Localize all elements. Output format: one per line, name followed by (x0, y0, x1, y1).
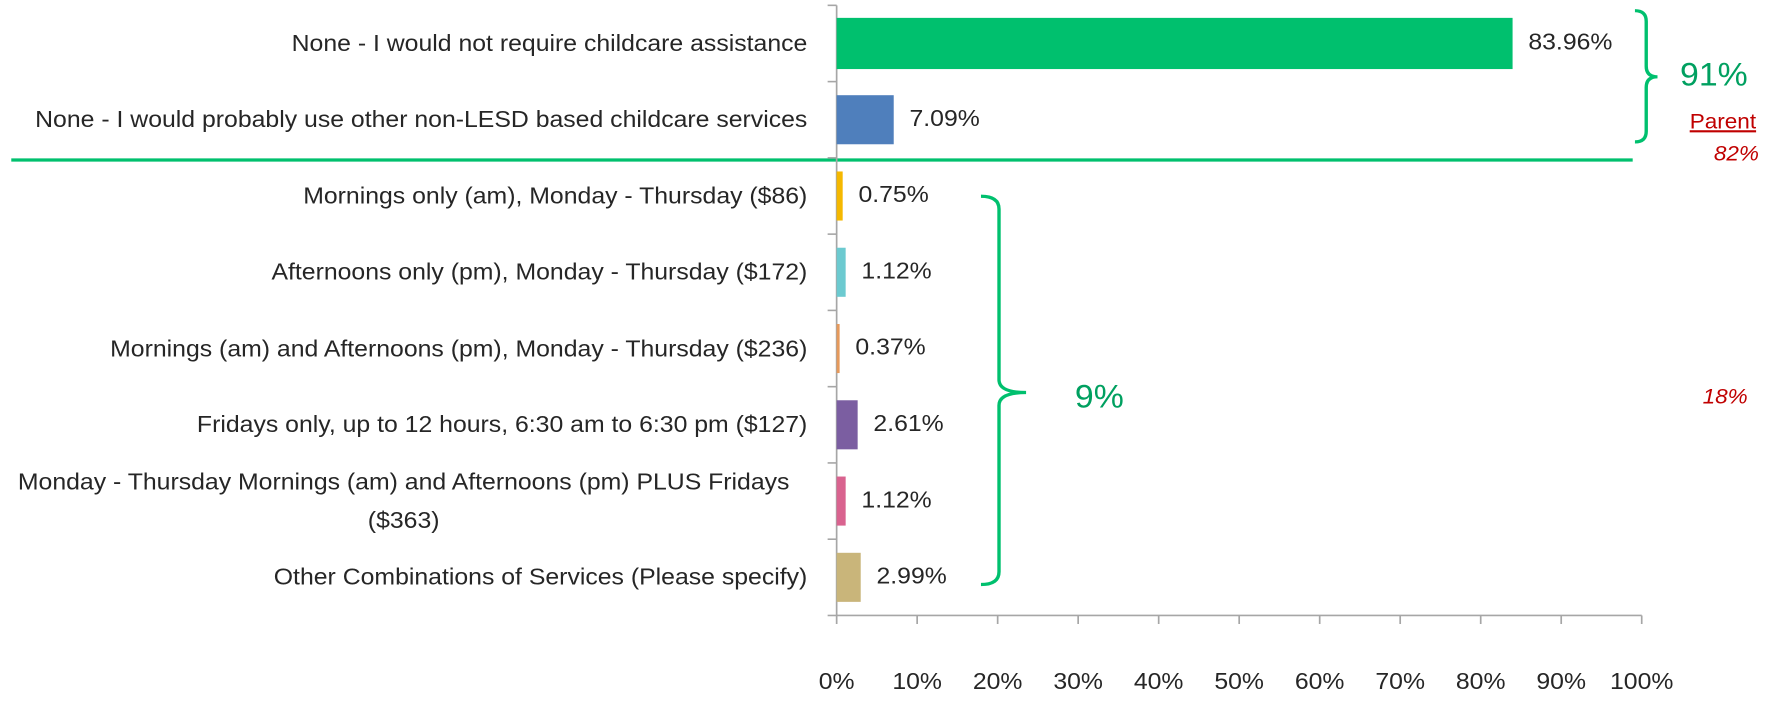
brace (980, 194, 1027, 587)
bar (836, 552, 861, 602)
category-label: Other Combinations of Services (Please s… (273, 563, 808, 591)
bar (836, 247, 846, 297)
x-tick-label: 0% (819, 668, 855, 694)
category-label-box: Mornings (am) and Afternoons (pm), Monda… (0, 310, 807, 387)
x-tick-label: 40% (1134, 668, 1184, 694)
category-label-wrap: Other Combinations of Services (Please s… (0, 539, 808, 616)
x-tick-label: 80% (1456, 668, 1506, 694)
x-tick-label: 70% (1375, 668, 1425, 694)
bar (836, 171, 843, 221)
x-tick-label: 20% (973, 668, 1023, 694)
data-label: 1.12% (861, 258, 931, 284)
category-label-box: Fridays only, up to 12 hours, 6:30 am to… (0, 386, 807, 463)
annotation: 82% (1714, 141, 1759, 165)
category-label: Fridays only, up to 12 hours, 6:30 am to… (196, 410, 808, 438)
category-label-wrap: None - I would not require childcare ass… (0, 5, 808, 82)
category-label-box: Afternoons only (pm), Monday - Thursday … (0, 234, 807, 311)
bar (836, 476, 846, 526)
category-label: Afternoons only (pm), Monday - Thursday … (271, 258, 808, 286)
category-label: Mornings only (am), Monday - Thursday ($… (303, 182, 808, 209)
category-label-wrap: None - I would probably use other non-LE… (0, 81, 807, 158)
data-label: 0.37% (855, 334, 925, 360)
annotation: 18% (1703, 384, 1748, 408)
category-label-wrap: Afternoons only (pm), Monday - Thursday … (0, 234, 807, 311)
category-label: Monday - Thursday Mornings (am) and Afte… (17, 468, 790, 534)
annotation: Parent (1690, 109, 1756, 133)
category-label-wrap: Monday - Thursday Mornings (am) and Afte… (0, 463, 807, 540)
category-label-box: Other Combinations of Services (Please s… (0, 539, 808, 616)
brace (1634, 9, 1658, 144)
category-label-box: None - I would not require childcare ass… (0, 5, 808, 82)
bar (836, 400, 858, 450)
x-tick-label: 60% (1295, 668, 1345, 694)
data-label: 2.99% (877, 563, 947, 589)
annotation: 91% (1680, 56, 1748, 92)
x-tick-label: 10% (892, 668, 942, 694)
data-label: 1.12% (861, 487, 931, 513)
data-label: 2.61% (873, 411, 943, 437)
category-label-box: Monday - Thursday Mornings (am) and Afte… (0, 463, 807, 540)
x-tick-label: 100% (1610, 668, 1673, 694)
category-label: None - I would probably use other non-LE… (35, 105, 808, 133)
data-label: 83.96% (1528, 29, 1612, 55)
bar (836, 324, 840, 374)
data-label: 7.09% (910, 106, 980, 132)
category-label: Mornings (am) and Afternoons (pm), Monda… (110, 334, 808, 362)
data-label: 0.75% (858, 182, 928, 208)
category-label-wrap: Mornings (am) and Afternoons (pm), Monda… (0, 310, 807, 387)
category-label-wrap: Fridays only, up to 12 hours, 6:30 am to… (0, 386, 807, 463)
category-label-box: Mornings only (am), Monday - Thursday ($… (0, 158, 807, 235)
x-tick-label: 50% (1214, 668, 1264, 694)
category-label: None - I would not require childcare ass… (291, 29, 808, 57)
bar (836, 17, 1513, 70)
x-tick-label: 90% (1536, 668, 1586, 694)
bar (836, 95, 894, 145)
category-label-box: None - I would probably use other non-LE… (0, 81, 807, 158)
x-tick-label: 30% (1053, 668, 1103, 694)
annotation: 9% (1075, 378, 1124, 414)
category-label-wrap: Mornings only (am), Monday - Thursday ($… (0, 158, 807, 235)
